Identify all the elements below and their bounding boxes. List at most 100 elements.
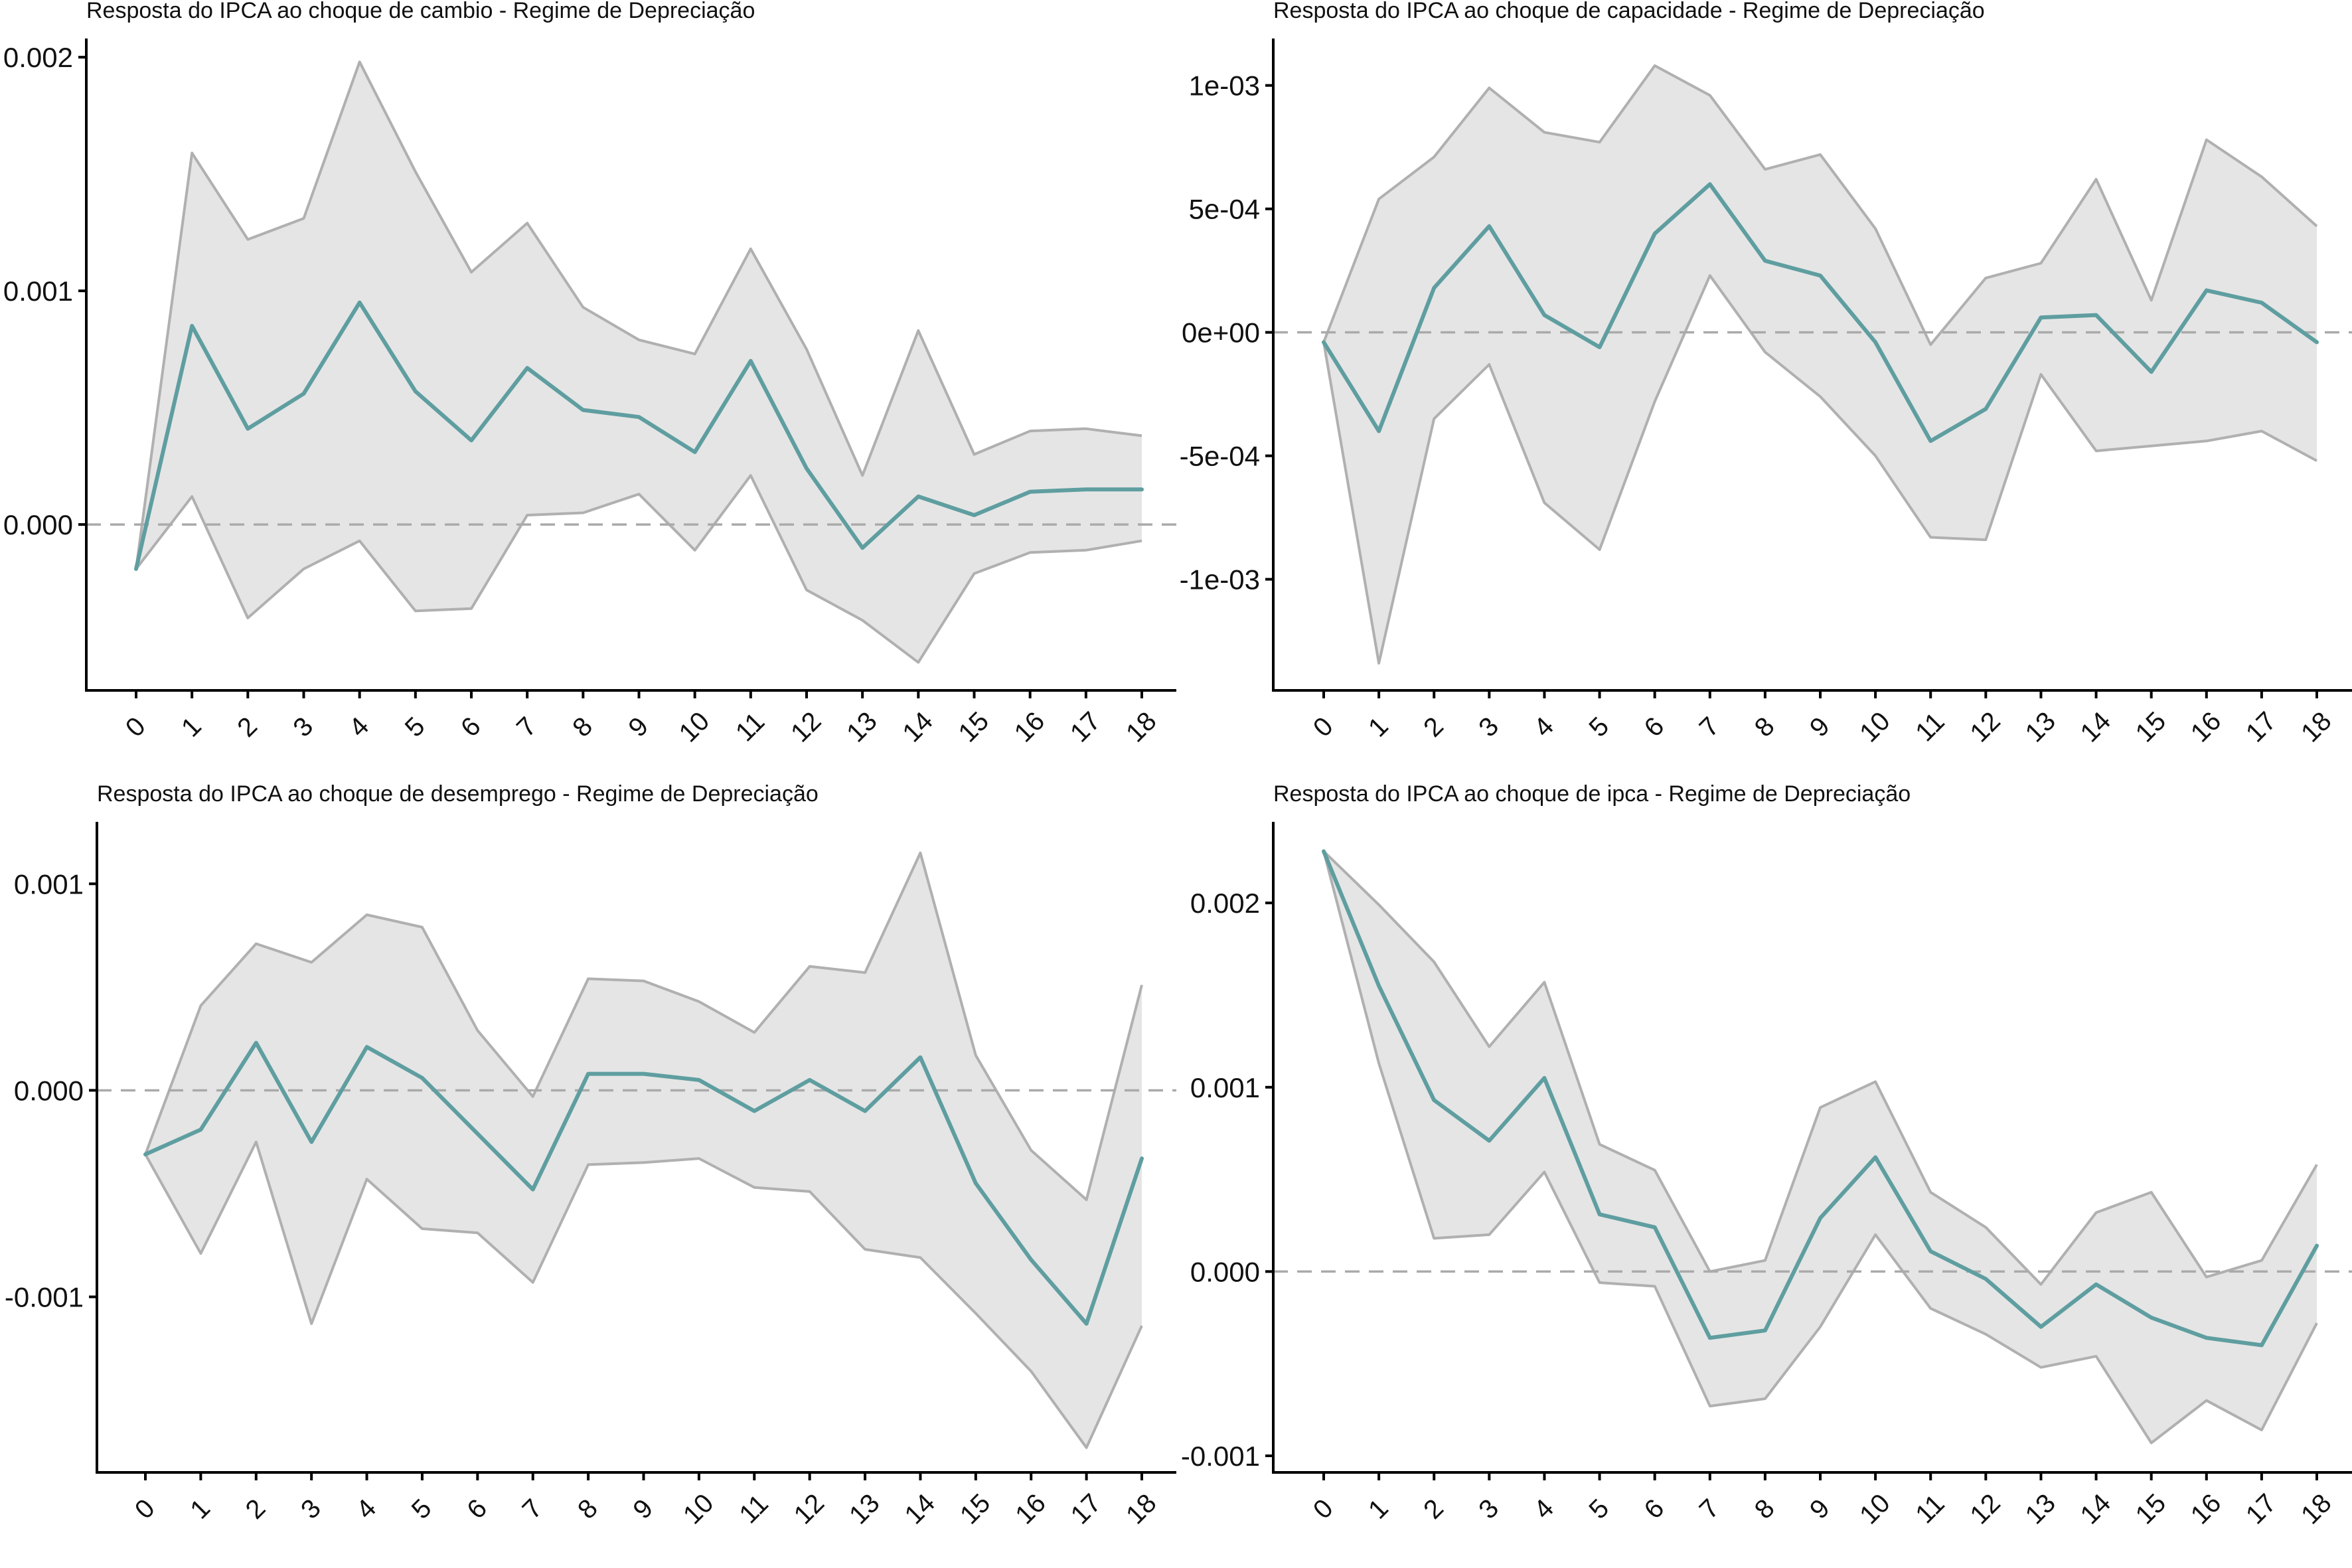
x-tick-label: 10 <box>674 706 716 748</box>
response-line <box>134 300 1144 571</box>
x-tick-label: 4 <box>344 712 375 743</box>
x-tick-label: 3 <box>295 1494 327 1525</box>
x-tick-label: 6 <box>455 712 487 743</box>
x-tick-label: 4 <box>351 1494 382 1525</box>
confidence-band <box>1324 851 2317 1443</box>
x-tick-label: 2 <box>1418 712 1449 743</box>
x-tick-label: 7 <box>1694 1494 1725 1525</box>
x-tick-label: 1 <box>1363 1494 1394 1525</box>
x-tick-label: 8 <box>1749 712 1780 743</box>
upper-bound-line <box>1322 64 2318 347</box>
panel-ipca: Resposta do IPCA ao choque de ipca - Reg… <box>1181 781 2352 1530</box>
lower-bound-line <box>1322 850 2318 1445</box>
y-tick-label: 0e+00 <box>1182 317 1260 349</box>
x-tick-label: 7 <box>517 1494 548 1525</box>
x-tick-label: 3 <box>1473 712 1504 743</box>
x-tick-label: 15 <box>2130 1488 2172 1530</box>
x-tick-label: 15 <box>2130 706 2172 748</box>
y-tick-label: 0.002 <box>3 42 73 73</box>
panel-title: Resposta do IPCA ao choque de desemprego… <box>97 781 819 807</box>
panel-title: Resposta do IPCA ao choque de capacidade… <box>1273 0 1985 23</box>
y-tick-label: 0.000 <box>1190 1256 1260 1287</box>
x-tick-label: 9 <box>1804 1494 1836 1525</box>
x-tick-label: 18 <box>2296 1488 2337 1530</box>
lower-bound-line <box>1322 274 2317 665</box>
x-tick-label: 9 <box>623 712 654 743</box>
x-tick-label: 4 <box>1528 1494 1559 1525</box>
x-tick-label: 0 <box>120 712 151 743</box>
x-tick-label: 13 <box>2019 1488 2061 1530</box>
x-tick-label: 11 <box>1910 707 1950 747</box>
x-tick-label: 10 <box>1854 706 1896 748</box>
x-tick-label: 15 <box>953 706 995 748</box>
x-tick-label: 16 <box>1010 1488 1052 1530</box>
x-tick-label: 1 <box>176 712 207 743</box>
x-tick-label: 1 <box>185 1494 216 1525</box>
x-tick-label: 8 <box>567 712 598 743</box>
x-tick-label: 16 <box>1009 706 1051 748</box>
x-tick-label: 18 <box>1121 1488 1162 1530</box>
x-tick-label: 18 <box>2296 706 2337 748</box>
x-tick-label: 6 <box>1639 712 1670 743</box>
x-tick-label: 10 <box>1854 1488 1896 1530</box>
panel-cambio: Resposta do IPCA ao choque de cambio - R… <box>3 0 1176 748</box>
y-tick-label: 1e-03 <box>1189 70 1260 102</box>
x-tick-label: 12 <box>1964 1488 2006 1530</box>
response-line <box>1322 849 2319 1348</box>
x-tick-label: 2 <box>1418 1494 1449 1525</box>
y-tick-label: 0.002 <box>1190 888 1260 919</box>
x-tick-label: 2 <box>240 1494 272 1525</box>
x-tick-label: 3 <box>287 712 319 743</box>
x-tick-label: 2 <box>232 712 263 743</box>
confidence-band <box>136 62 1142 663</box>
x-tick-label: 11 <box>1910 1489 1950 1529</box>
x-tick-label: 14 <box>899 1488 941 1530</box>
panel-title: Resposta do IPCA ao choque de ipca - Reg… <box>1273 781 1911 807</box>
x-tick-label: 10 <box>678 1488 720 1530</box>
y-tick-label: 0.000 <box>14 1075 84 1106</box>
x-tick-label: 13 <box>2019 706 2061 748</box>
response-line <box>1322 182 2319 443</box>
confidence-band <box>145 852 1142 1448</box>
x-tick-label: 7 <box>511 712 542 743</box>
x-tick-label: 0 <box>129 1494 161 1525</box>
x-tick-label: 3 <box>1473 1494 1504 1525</box>
x-tick-label: 6 <box>1639 1494 1670 1525</box>
x-tick-label: 17 <box>2240 706 2282 748</box>
x-tick-label: 16 <box>2185 1488 2227 1530</box>
panel-desemprego: Resposta do IPCA ao choque de desemprego… <box>5 781 1176 1530</box>
y-tick-label: 0.001 <box>3 275 73 307</box>
y-tick-label: -5e-04 <box>1180 441 1260 472</box>
y-tick-label: -0.001 <box>5 1282 84 1313</box>
x-tick-label: 15 <box>955 1488 996 1530</box>
lower-bound-line <box>144 1140 1143 1449</box>
upper-bound-line <box>1322 850 2318 1286</box>
x-tick-label: 13 <box>844 1488 886 1530</box>
x-tick-label: 18 <box>1121 706 1162 748</box>
x-tick-label: 8 <box>1749 1494 1780 1525</box>
y-tick-label: -1e-03 <box>1180 564 1260 595</box>
x-tick-label: 11 <box>730 707 770 747</box>
x-tick-label: 17 <box>1065 1488 1107 1530</box>
y-tick-label: -0.001 <box>1181 1441 1260 1472</box>
x-tick-label: 0 <box>1308 712 1339 743</box>
x-tick-label: 5 <box>1583 1494 1614 1525</box>
x-tick-label: 14 <box>897 706 939 748</box>
x-tick-label: 12 <box>785 706 827 748</box>
y-tick-label: 0.000 <box>3 509 73 540</box>
x-tick-label: 1 <box>1363 712 1394 743</box>
y-tick-label: 5e-04 <box>1189 194 1260 225</box>
x-tick-label: 11 <box>734 1489 773 1529</box>
x-tick-label: 9 <box>1804 712 1836 743</box>
x-tick-label: 17 <box>1065 706 1107 748</box>
x-tick-label: 8 <box>572 1494 603 1525</box>
response-line <box>143 1040 1144 1326</box>
x-tick-label: 16 <box>2185 706 2227 748</box>
x-tick-label: 7 <box>1694 712 1725 743</box>
lower-bound-line <box>135 474 1142 664</box>
x-tick-label: 5 <box>400 712 431 743</box>
x-tick-label: 14 <box>2075 1488 2117 1530</box>
upper-bound-line <box>135 60 1142 570</box>
x-tick-label: 17 <box>2240 1488 2282 1530</box>
